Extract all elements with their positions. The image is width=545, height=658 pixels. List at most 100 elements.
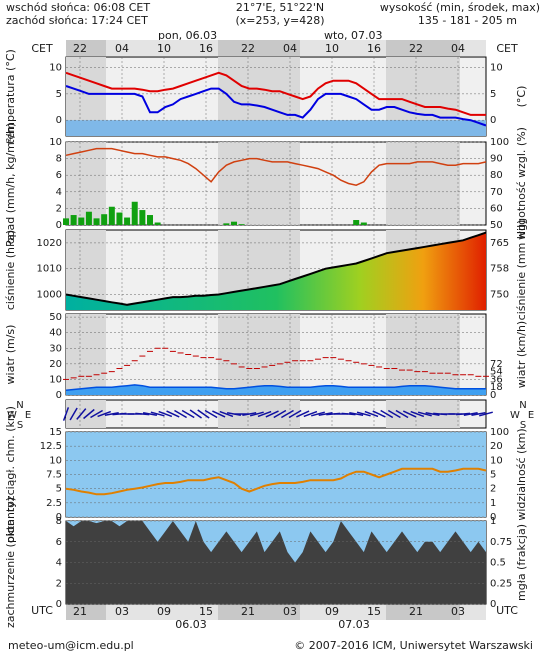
ytick-right: 70 bbox=[490, 187, 503, 198]
visibility-ylabel-left: pion. rozciągł. chm. (km) bbox=[4, 406, 17, 543]
pressure-ylabel-left: ciśnienie (hPa) bbox=[4, 230, 17, 310]
precip-bar bbox=[63, 218, 69, 225]
cet-tick-label: 22 bbox=[241, 42, 255, 55]
ytick-right: 5 bbox=[490, 470, 496, 481]
panel-night-band bbox=[218, 142, 300, 225]
ytick-left: 1020 bbox=[37, 238, 62, 249]
cet-tick-label: 04 bbox=[283, 42, 297, 55]
compass-north: N bbox=[16, 400, 23, 411]
cet-tick-label: 04 bbox=[115, 42, 129, 55]
compass-west-right: W bbox=[510, 410, 520, 421]
wind-direction-arrow bbox=[288, 409, 302, 419]
temp-series-dewpoint bbox=[65, 85, 487, 127]
ytick-right: 72 bbox=[490, 359, 503, 370]
ytick-right: 0 bbox=[490, 390, 496, 401]
temp-below-zero-fill bbox=[66, 120, 486, 136]
cet-axis-band bbox=[218, 40, 300, 56]
wind-direction-arrow bbox=[318, 412, 333, 416]
ytick-left: 1000 bbox=[37, 290, 62, 301]
wind-direction-arrow bbox=[372, 410, 386, 418]
precip-bar bbox=[231, 221, 237, 225]
ytick-right: 10 bbox=[490, 63, 503, 74]
wind-direction-arrow bbox=[197, 409, 210, 419]
panel-night-band bbox=[66, 314, 106, 395]
ytick-right: 0 bbox=[490, 599, 496, 610]
wind-direction-arrow bbox=[142, 412, 158, 416]
wind-direction-arrow bbox=[456, 412, 471, 416]
wind-direction-arrow bbox=[174, 409, 187, 419]
temp-series-air bbox=[65, 71, 486, 116]
ytick-left: 4 bbox=[56, 558, 62, 569]
cet-tick-label: 04 bbox=[451, 42, 465, 55]
ytick-right: 60 bbox=[490, 203, 503, 214]
wind-direction-arrow bbox=[356, 411, 371, 417]
day1-label: pon, 06.03 bbox=[158, 29, 218, 42]
utc-tick-label: 21 bbox=[73, 605, 87, 618]
wind-direction-arrow bbox=[204, 409, 218, 419]
wind-direction-arrow bbox=[311, 411, 325, 417]
wind-direction-arrow bbox=[69, 407, 78, 421]
cet-tick-label: 10 bbox=[157, 42, 171, 55]
wind-direction-arrow bbox=[303, 410, 318, 418]
ytick-left: 40 bbox=[49, 328, 62, 339]
precip-bar bbox=[70, 215, 77, 225]
ytick-left: 5 bbox=[56, 89, 62, 100]
wind-ylabel-left: wiatr (m/s) bbox=[4, 325, 17, 385]
ytick-right: 2 bbox=[490, 484, 496, 495]
ytick-right: 765 bbox=[490, 238, 509, 249]
ytick-right: 50 bbox=[490, 220, 503, 231]
utc-tick-label: 21 bbox=[409, 605, 423, 618]
ytick-right: 0.25 bbox=[490, 578, 512, 589]
precip-bar bbox=[238, 224, 245, 225]
wind-direction-arrow bbox=[104, 412, 119, 416]
ytick-left: 2.5 bbox=[46, 498, 62, 509]
precip-bar bbox=[360, 222, 367, 225]
utc-axis-band bbox=[218, 604, 300, 620]
wind-direction-arrow bbox=[402, 410, 417, 418]
pressure-ylabel-right: ciśnienie (mm Hg) bbox=[515, 220, 528, 321]
ytick-left: 0 bbox=[56, 512, 62, 523]
utc-tick-label: 09 bbox=[325, 605, 339, 618]
cet-tick-label: 22 bbox=[409, 42, 423, 55]
ytick-left: 15 bbox=[49, 427, 62, 438]
precip-bar bbox=[101, 214, 108, 225]
ytick-right: 54 bbox=[490, 367, 503, 378]
ytick-right: 0 bbox=[490, 512, 496, 523]
ytick-right: 1 bbox=[490, 498, 496, 509]
footer-email[interactable]: meteo-um@icm.edu.pl bbox=[8, 639, 134, 652]
wind-direction-arrow bbox=[189, 409, 202, 419]
wind-direction-arrow bbox=[349, 412, 364, 416]
ytick-right: 100 bbox=[490, 427, 509, 438]
compass-south-right: S bbox=[520, 420, 526, 431]
temp-ylabel-right: (°C) bbox=[515, 86, 528, 108]
grid-text: (x=253, y=428) bbox=[235, 14, 325, 27]
wind-direction-arrow bbox=[364, 410, 379, 418]
humidity-series bbox=[65, 147, 487, 186]
utc-tick-label: 15 bbox=[199, 605, 213, 618]
ytick-left: 2 bbox=[56, 203, 62, 214]
ytick-left: 20 bbox=[49, 359, 62, 370]
precip-bar bbox=[85, 211, 92, 225]
cet-tick-label: 10 bbox=[325, 42, 339, 55]
utc-label-right: UTC bbox=[496, 604, 518, 617]
wind-direction-arrow bbox=[417, 411, 432, 417]
ytick-right: 20 bbox=[490, 441, 503, 452]
wind-direction-arrow bbox=[181, 409, 195, 419]
ytick-right: 1 bbox=[490, 516, 496, 527]
utc-date1-label: 06.03 bbox=[175, 618, 207, 631]
precip-ylabel-left: opad (mm/h, kg/m²/h) bbox=[4, 123, 17, 244]
utc-label-left: UTC bbox=[31, 604, 53, 617]
ytick-left: 5 bbox=[56, 484, 62, 495]
precip-bar bbox=[147, 215, 153, 225]
wind-direction-arrow bbox=[281, 409, 294, 419]
ytick-left: 10 bbox=[49, 374, 62, 385]
cet-tick-label: 16 bbox=[367, 42, 381, 55]
heights-values: 135 - 181 - 205 m bbox=[417, 14, 517, 27]
ytick-left: 0 bbox=[56, 599, 62, 610]
ytick-left: 4 bbox=[56, 187, 62, 198]
humidity-ylabel-right: wilgotność wzgl. (%) bbox=[515, 127, 528, 240]
utc-date2-label: 07.03 bbox=[338, 618, 370, 631]
ytick-left: 8 bbox=[56, 516, 62, 527]
ytick-left: 50 bbox=[49, 312, 62, 323]
